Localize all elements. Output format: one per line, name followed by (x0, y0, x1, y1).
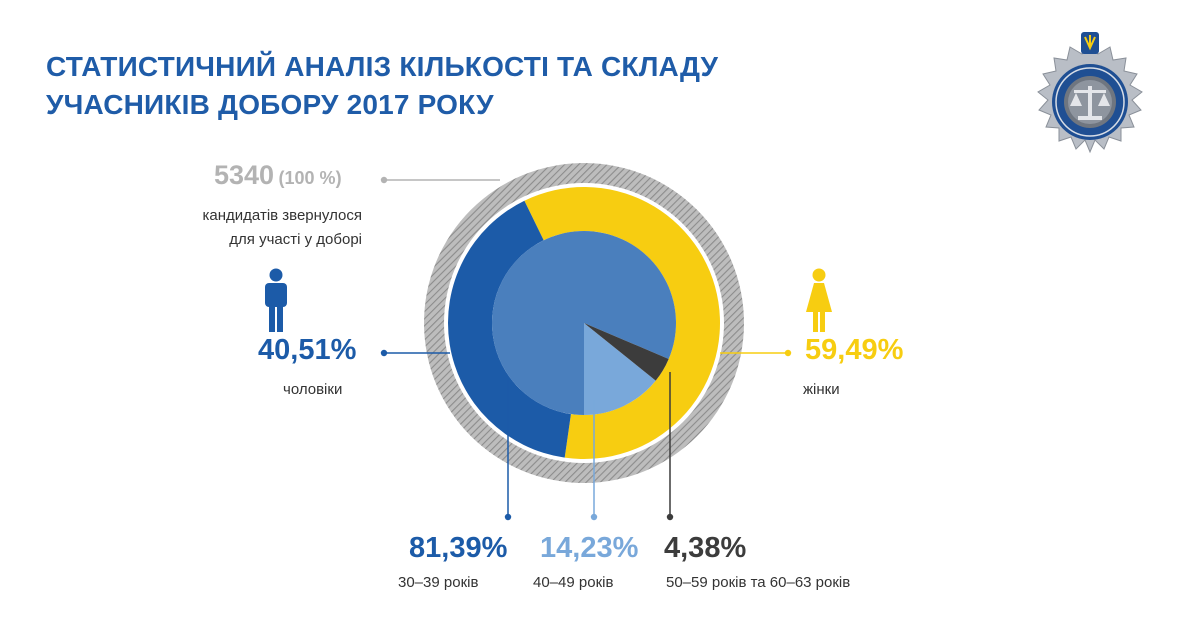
total-count: 5340 (214, 160, 275, 190)
title-line-1: СТАТИСТИЧНИЙ АНАЛІЗ КІЛЬКОСТІ ТА СКЛАДУ (46, 51, 719, 82)
age-40-49-label: 40–49 років (533, 574, 614, 591)
men-percent: 40,51% (258, 334, 357, 366)
total-leader-line-dot (380, 176, 388, 184)
men-segment (447, 200, 571, 458)
age-40-49-leader-line-dot (590, 513, 598, 521)
women-label: жінки (803, 381, 840, 398)
men-label: чоловіки (283, 381, 343, 398)
title-line-2: УЧАСНИКІВ ДОБОРУ 2017 РОКУ (46, 89, 494, 120)
age-30-39-slice (492, 231, 677, 415)
age-30-39-leader-line-dot (504, 513, 512, 521)
total-desc-line-2: для участі у доборі (229, 231, 362, 248)
age-30-39-percent: 81,39% (409, 532, 508, 564)
age-30-39-label: 30–39 років (398, 574, 479, 591)
total-percent: (100 %) (278, 168, 342, 188)
female-person-icon (806, 268, 832, 332)
men-leader-line-dot (380, 349, 388, 357)
total-desc-line-1: кандидатів звернулося (202, 207, 362, 224)
age-50-63-slice (584, 323, 669, 381)
page-title: СТАТИСТИЧНИЙ АНАЛІЗ КІЛЬКОСТІ ТА СКЛАДУ … (46, 48, 718, 124)
male-person-icon (265, 268, 287, 332)
women-percent: 59,49% (805, 334, 904, 366)
age-50-63-label: 50–59 років та 60–63 років (666, 574, 851, 591)
women-segment (524, 187, 720, 459)
total-block: 5340 (100 %) (214, 160, 342, 191)
age-40-49-percent: 14,23% (540, 532, 639, 564)
qualification-commission-emblem-icon (1037, 32, 1143, 154)
age-50-63-percent: 4,38% (664, 532, 747, 564)
women-leader-line-dot (784, 349, 792, 357)
age-50-63-leader-line-dot (666, 513, 674, 521)
age-40-49-slice (584, 323, 656, 415)
total-description: кандидатів звернулося для участі у добор… (203, 204, 362, 252)
